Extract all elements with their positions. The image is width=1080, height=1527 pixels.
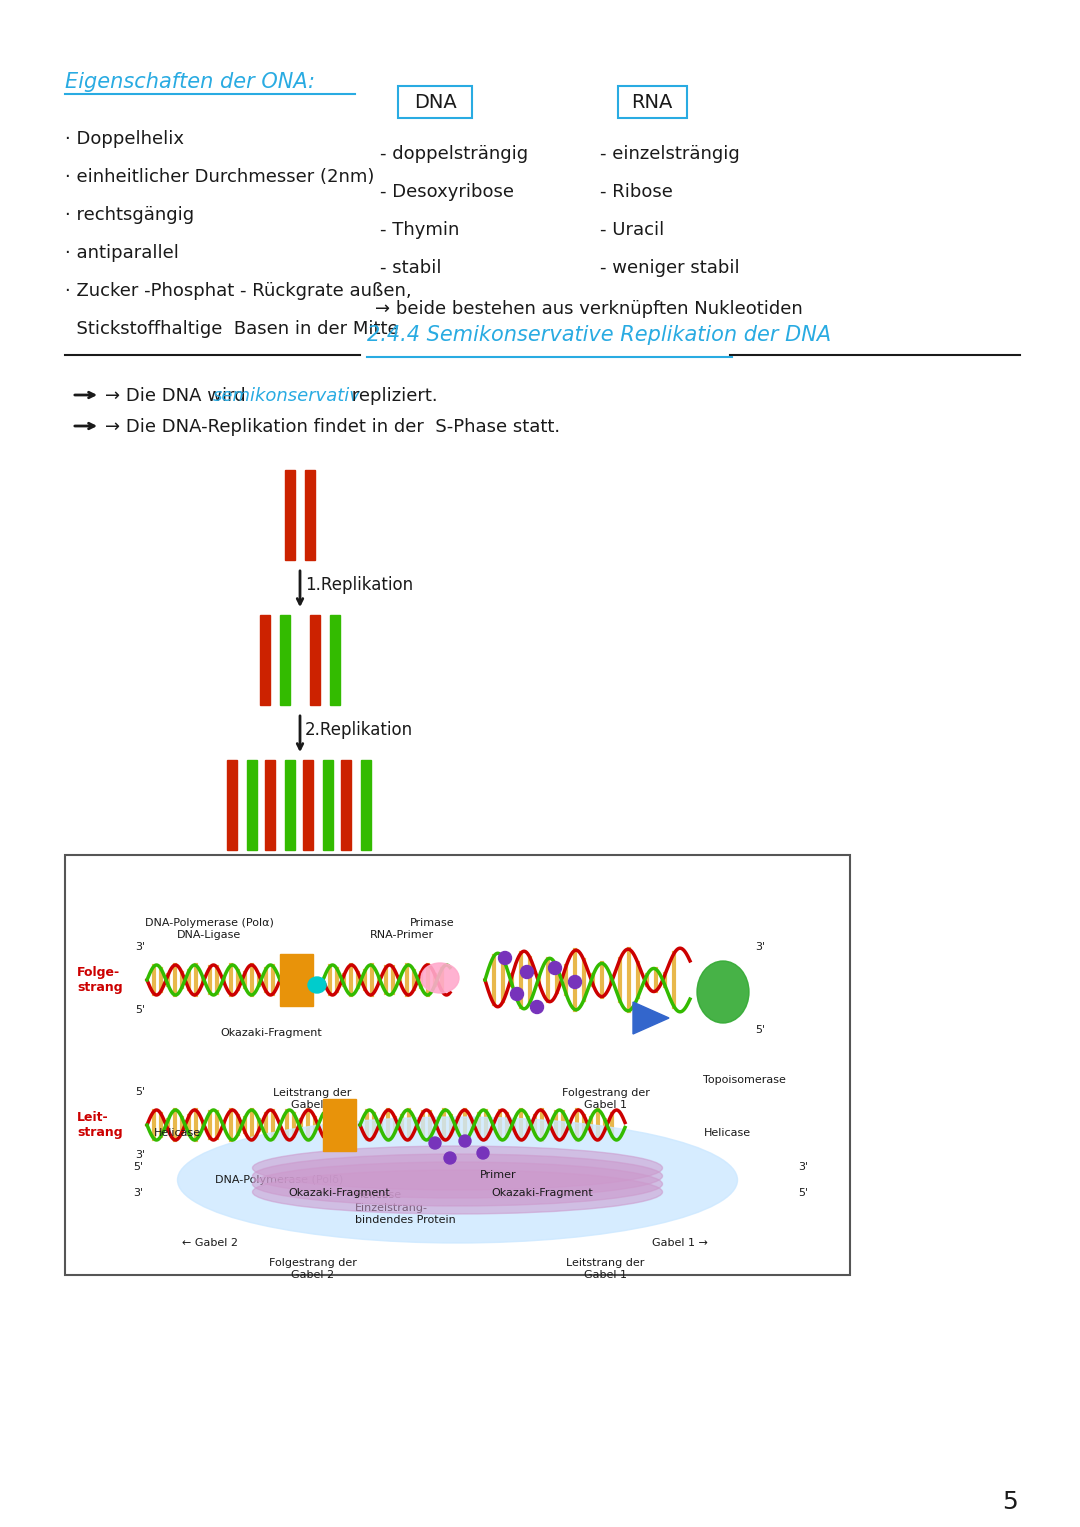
- Bar: [285, 470, 295, 560]
- Text: - Uracil: - Uracil: [600, 221, 664, 240]
- Ellipse shape: [177, 1116, 738, 1243]
- Bar: [303, 760, 313, 851]
- Ellipse shape: [530, 1000, 543, 1014]
- Text: DNA-Polymerase (Polα): DNA-Polymerase (Polα): [145, 918, 274, 928]
- Text: repliziert.: repliziert.: [346, 386, 437, 405]
- Ellipse shape: [697, 960, 750, 1023]
- Text: 5': 5': [755, 1025, 765, 1035]
- Text: 2.4.4 Semikonservative Replikation der DNA: 2.4.4 Semikonservative Replikation der D…: [367, 325, 832, 345]
- Bar: [310, 615, 320, 705]
- Text: 3': 3': [798, 1162, 808, 1173]
- Text: 5': 5': [798, 1188, 808, 1199]
- Polygon shape: [633, 1002, 669, 1034]
- Ellipse shape: [521, 965, 534, 979]
- FancyBboxPatch shape: [399, 86, 472, 118]
- Bar: [260, 615, 270, 705]
- Bar: [247, 760, 257, 851]
- Text: semikonservativ: semikonservativ: [213, 386, 361, 405]
- Text: Okazaki-Fragment: Okazaki-Fragment: [288, 1188, 390, 1199]
- Text: · einheitlicher Durchmesser (2nm): · einheitlicher Durchmesser (2nm): [65, 168, 375, 186]
- Text: Leit-
strang: Leit- strang: [77, 1112, 123, 1139]
- Text: 3': 3': [755, 942, 765, 951]
- Text: Helicase: Helicase: [704, 1128, 751, 1138]
- Text: Topoisomerase: Topoisomerase: [703, 1075, 786, 1086]
- Text: 2.Replikation: 2.Replikation: [305, 721, 414, 739]
- Text: - einzelsträngig: - einzelsträngig: [600, 145, 740, 163]
- Text: ← Gabel 2: ← Gabel 2: [181, 1238, 238, 1248]
- Ellipse shape: [308, 977, 326, 993]
- Bar: [280, 954, 313, 1006]
- Bar: [285, 760, 295, 851]
- Ellipse shape: [549, 962, 562, 974]
- Bar: [323, 1099, 356, 1151]
- Bar: [361, 760, 372, 851]
- Ellipse shape: [459, 1135, 471, 1147]
- Text: → Die DNA wird: → Die DNA wird: [105, 386, 252, 405]
- Bar: [280, 615, 291, 705]
- Text: - weniger stabil: - weniger stabil: [600, 260, 740, 276]
- Ellipse shape: [429, 1138, 441, 1148]
- Text: DNA: DNA: [414, 93, 457, 111]
- Text: 3': 3': [135, 1150, 145, 1161]
- Bar: [341, 760, 351, 851]
- Bar: [265, 760, 275, 851]
- Text: · antiparallel: · antiparallel: [65, 244, 179, 263]
- Text: DNA-Ligase: DNA-Ligase: [177, 930, 241, 941]
- Text: Gabel 1 →: Gabel 1 →: [651, 1238, 707, 1248]
- Text: - Thymin: - Thymin: [380, 221, 459, 240]
- Bar: [227, 760, 237, 851]
- Ellipse shape: [444, 1151, 456, 1164]
- Text: 3': 3': [135, 942, 145, 951]
- Text: Folgestrang der
Gabel 1: Folgestrang der Gabel 1: [562, 1089, 649, 1110]
- Text: - Ribose: - Ribose: [600, 183, 673, 202]
- Text: Folge-
strang: Folge- strang: [77, 967, 123, 994]
- Text: RNA-Primer: RNA-Primer: [370, 930, 434, 941]
- Text: 5': 5': [135, 1087, 145, 1096]
- Ellipse shape: [253, 1145, 662, 1190]
- Ellipse shape: [253, 1170, 662, 1214]
- Text: DNA-Polymerase (Polδ): DNA-Polymerase (Polδ): [215, 1174, 343, 1185]
- Ellipse shape: [253, 1154, 662, 1199]
- Text: Helicase: Helicase: [355, 1190, 402, 1200]
- Text: Okazaki-Fragment: Okazaki-Fragment: [491, 1188, 593, 1199]
- Text: · rechtsgängig: · rechtsgängig: [65, 206, 194, 224]
- Ellipse shape: [511, 988, 524, 1000]
- Text: Einzelstrang-
bindendes Protein: Einzelstrang- bindendes Protein: [355, 1203, 456, 1225]
- Bar: [65, 855, 850, 1275]
- Ellipse shape: [499, 951, 512, 965]
- Text: - Desoxyribose: - Desoxyribose: [380, 183, 514, 202]
- Ellipse shape: [421, 964, 459, 993]
- Text: Eigenschaften der ONA:: Eigenschaften der ONA:: [65, 72, 315, 92]
- Ellipse shape: [253, 1162, 662, 1206]
- FancyBboxPatch shape: [618, 86, 687, 118]
- Text: Stickstoffhaltige  Basen in der Mitte: Stickstoffhaltige Basen in der Mitte: [65, 321, 399, 337]
- Bar: [305, 470, 315, 560]
- Ellipse shape: [477, 1147, 489, 1159]
- Bar: [330, 615, 340, 705]
- Text: Primase: Primase: [410, 918, 455, 928]
- Text: - stabil: - stabil: [380, 260, 442, 276]
- Text: Helicase: Helicase: [154, 1128, 201, 1138]
- Text: · Zucker -Phosphat - Rückgrate außen,: · Zucker -Phosphat - Rückgrate außen,: [65, 282, 411, 299]
- Text: Folgestrang der
Gabel 2: Folgestrang der Gabel 2: [269, 1258, 356, 1280]
- Text: 5: 5: [1002, 1490, 1017, 1513]
- Text: → Die DNA-Replikation findet in der  S-Phase statt.: → Die DNA-Replikation findet in der S-Ph…: [105, 418, 561, 437]
- Text: → beide bestehen aus verknüpften Nukleotiden: → beide bestehen aus verknüpften Nukleot…: [375, 299, 802, 318]
- Text: - doppelsträngig: - doppelsträngig: [380, 145, 528, 163]
- Text: Okazaki-Fragment: Okazaki-Fragment: [220, 1028, 322, 1038]
- Bar: [323, 760, 333, 851]
- Text: 1.Replikation: 1.Replikation: [305, 576, 414, 594]
- Text: · Doppelhelix: · Doppelhelix: [65, 130, 184, 148]
- Text: RNA: RNA: [632, 93, 673, 111]
- Text: Primer: Primer: [480, 1170, 516, 1180]
- Text: 5': 5': [133, 1162, 144, 1173]
- Text: Leitstrang der
Gabel 1: Leitstrang der Gabel 1: [566, 1258, 645, 1280]
- Text: 5': 5': [135, 1005, 145, 1015]
- Ellipse shape: [568, 976, 581, 988]
- Text: Leitstrang der
Gabel 2: Leitstrang der Gabel 2: [273, 1089, 352, 1110]
- Text: 3': 3': [133, 1188, 144, 1199]
